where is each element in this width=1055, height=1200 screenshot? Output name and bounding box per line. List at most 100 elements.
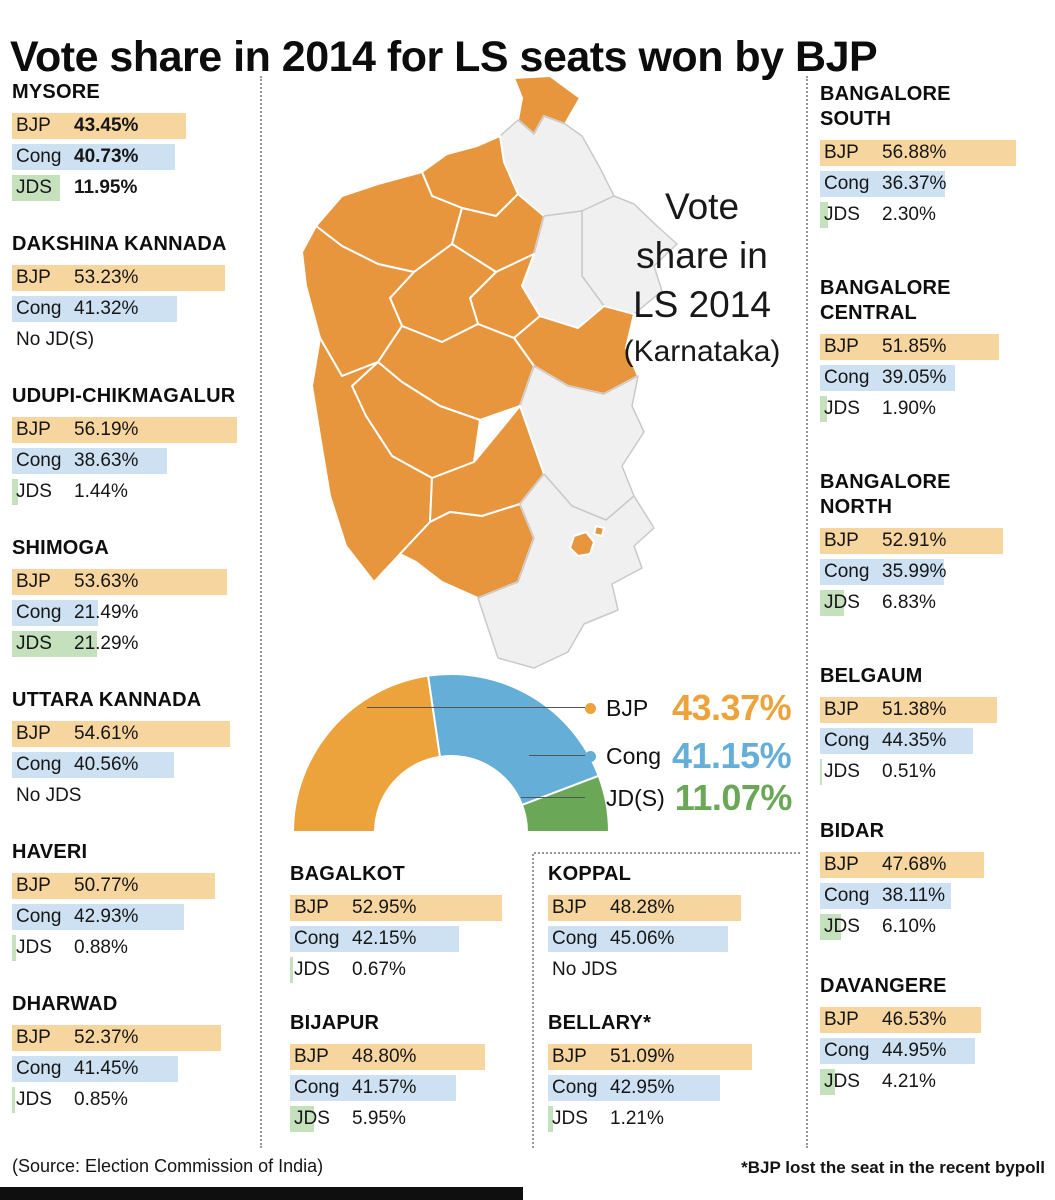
vote-share-bar [12,1056,178,1082]
donut-segment-jds [520,774,611,833]
vote-value: 40.56% [74,754,139,775]
party-label: BJP [16,571,51,592]
vote-share-bar [12,448,167,474]
constituency-block: BAGALKOT BJP 52.95% Cong 42.15% JDS 0.67% [290,862,522,983]
party-label: JDS [16,481,52,502]
vote-value: 51.09% [610,1046,675,1067]
vote-share-bar [820,559,945,585]
vote-row-bjp: BJP 53.23% [12,265,258,291]
vote-value: 52.91% [882,530,947,551]
party-label: JDS [16,177,52,198]
vote-row-bjp: BJP 54.61% [12,721,258,747]
party-label: Cong [552,928,598,949]
vote-value: 35.99% [882,561,947,582]
party-label: JDS [552,1108,588,1129]
constituency-block: UTTARA KANNADA BJP 54.61% Cong 40.56% No JDS [12,688,258,809]
vote-share-bar [820,334,999,360]
vote-value: 48.28% [610,897,675,918]
constituency-name: BIDAR [820,820,885,842]
map-caption: Vote share in LS 2014 (Karnataka) [596,182,808,375]
constituency-block: KOPPAL BJP 48.28% Cong 45.06% No JDS [548,862,790,983]
vote-share-bar [12,144,175,170]
vote-row-bjp: BJP 52.37% [12,1025,258,1051]
vote-share-bar [12,600,98,626]
vote-value: 1.44% [74,481,128,502]
vote-value: 6.83% [882,592,936,613]
vote-value: 51.85% [882,336,947,357]
vote-row-jds: JDS 0.88% [12,935,258,961]
left-column: MYSORE BJP 43.45% Cong 40.73% JDS 11.95% DAKSHI… [12,80,258,1144]
vote-value: 41.32% [74,298,139,319]
constituency-block: DAVANGERE BJP 46.53% Cong 44.95% JDS 4.21% [820,974,1048,1095]
party-label: Cong [824,173,870,194]
vote-value: 50.77% [74,875,139,896]
constituency-block: BIJAPUR BJP 48.80% Cong 41.57% JDS 5.95% [290,1011,522,1132]
constituency-name: DAKSHINA KANNADA [12,233,227,255]
vote-row-cong: Cong 42.15% [290,926,522,952]
constituency-block: HAVERI BJP 50.77% Cong 42.93% JDS 0.88% [12,840,258,961]
vote-value: 56.19% [74,419,139,440]
vote-row-bjp: BJP 47.68% [820,852,1048,878]
constituency-name: DAVANGERE [820,975,947,997]
constituency-name: BAGALKOT [290,863,405,885]
party-label: JDS [294,1108,330,1129]
vote-value: 41.57% [352,1077,417,1098]
vote-share-bar [290,1106,314,1132]
vote-share-bar [12,175,60,201]
jds-dot-icon [585,792,596,804]
legend-value: 43.37% [672,687,792,728]
vote-share-bar [290,1044,486,1070]
vote-value: 44.35% [882,730,947,751]
vote-share-bar [12,752,175,778]
vote-value: 38.63% [74,450,139,471]
vote-share-bar [548,1044,753,1070]
karnataka-map [301,76,678,669]
vote-row-jds: JDS 6.83% [820,590,1048,616]
vote-value: 41.45% [74,1058,139,1079]
half-donut-svg [291,673,611,833]
vote-value: 43.45% [74,115,139,136]
no-data-label: No JD(S) [16,329,95,350]
party-label: BJP [294,1046,329,1067]
legend-item-cong: Cong 41.15% [585,735,792,776]
vote-row-jds: JDS 1.44% [12,479,258,505]
party-label: Cong [16,1058,62,1079]
map-district-bangalore [569,531,595,557]
party-label: JDS [824,204,860,225]
vote-value: 21.49% [74,602,139,623]
vote-share-bar [820,140,1017,166]
vote-row-cong: Cong 38.11% [820,883,1048,909]
vote-value: 39.05% [882,367,947,388]
party-label: JDS [16,1089,52,1110]
vote-row-cong: Cong 41.45% [12,1056,258,1082]
donut-segment-cong [426,673,600,807]
legend-value: 41.15% [672,735,792,776]
party-label: BJP [824,336,859,357]
vote-value: 0.88% [74,937,128,958]
party-label: Cong [824,367,870,388]
vote-share-bar [548,1075,720,1101]
vote-share-bar [548,926,729,952]
vote-share-bar [820,1069,835,1095]
party-label: BJP [824,699,859,720]
vote-row-jds: JDS 2.30% [820,202,1048,228]
vote-value: 21.29% [74,633,139,654]
vote-row-cong: Cong 38.63% [12,448,258,474]
constituency-block: BANGALORE SOUTH BJP 56.88% Cong 36.37% JDS 2.3… [820,82,1048,228]
vote-row-cong: Cong 21.49% [12,600,258,626]
constituency-name: BIJAPUR [290,1012,380,1034]
constituency-name: BELLARY* [548,1012,652,1034]
bottom-black-bar [0,1187,523,1200]
constituency-block: SHIMOGA BJP 53.63% Cong 21.49% JDS 21.29% [12,536,258,657]
vote-value: 4.21% [882,1071,936,1092]
map-district-gray [477,473,655,669]
vote-row-jds: JDS 6.10% [820,914,1048,940]
vote-row-jds: JDS 1.21% [548,1106,790,1132]
vote-row-bjp: BJP 51.09% [548,1044,790,1070]
vote-value: 2.30% [882,204,936,225]
vote-row-jds: JDS 4.21% [820,1069,1048,1095]
vote-share-bar [290,957,293,983]
party-label: Cong [294,928,340,949]
vote-share-bar [820,396,827,422]
party-label: BJP [16,1027,51,1048]
